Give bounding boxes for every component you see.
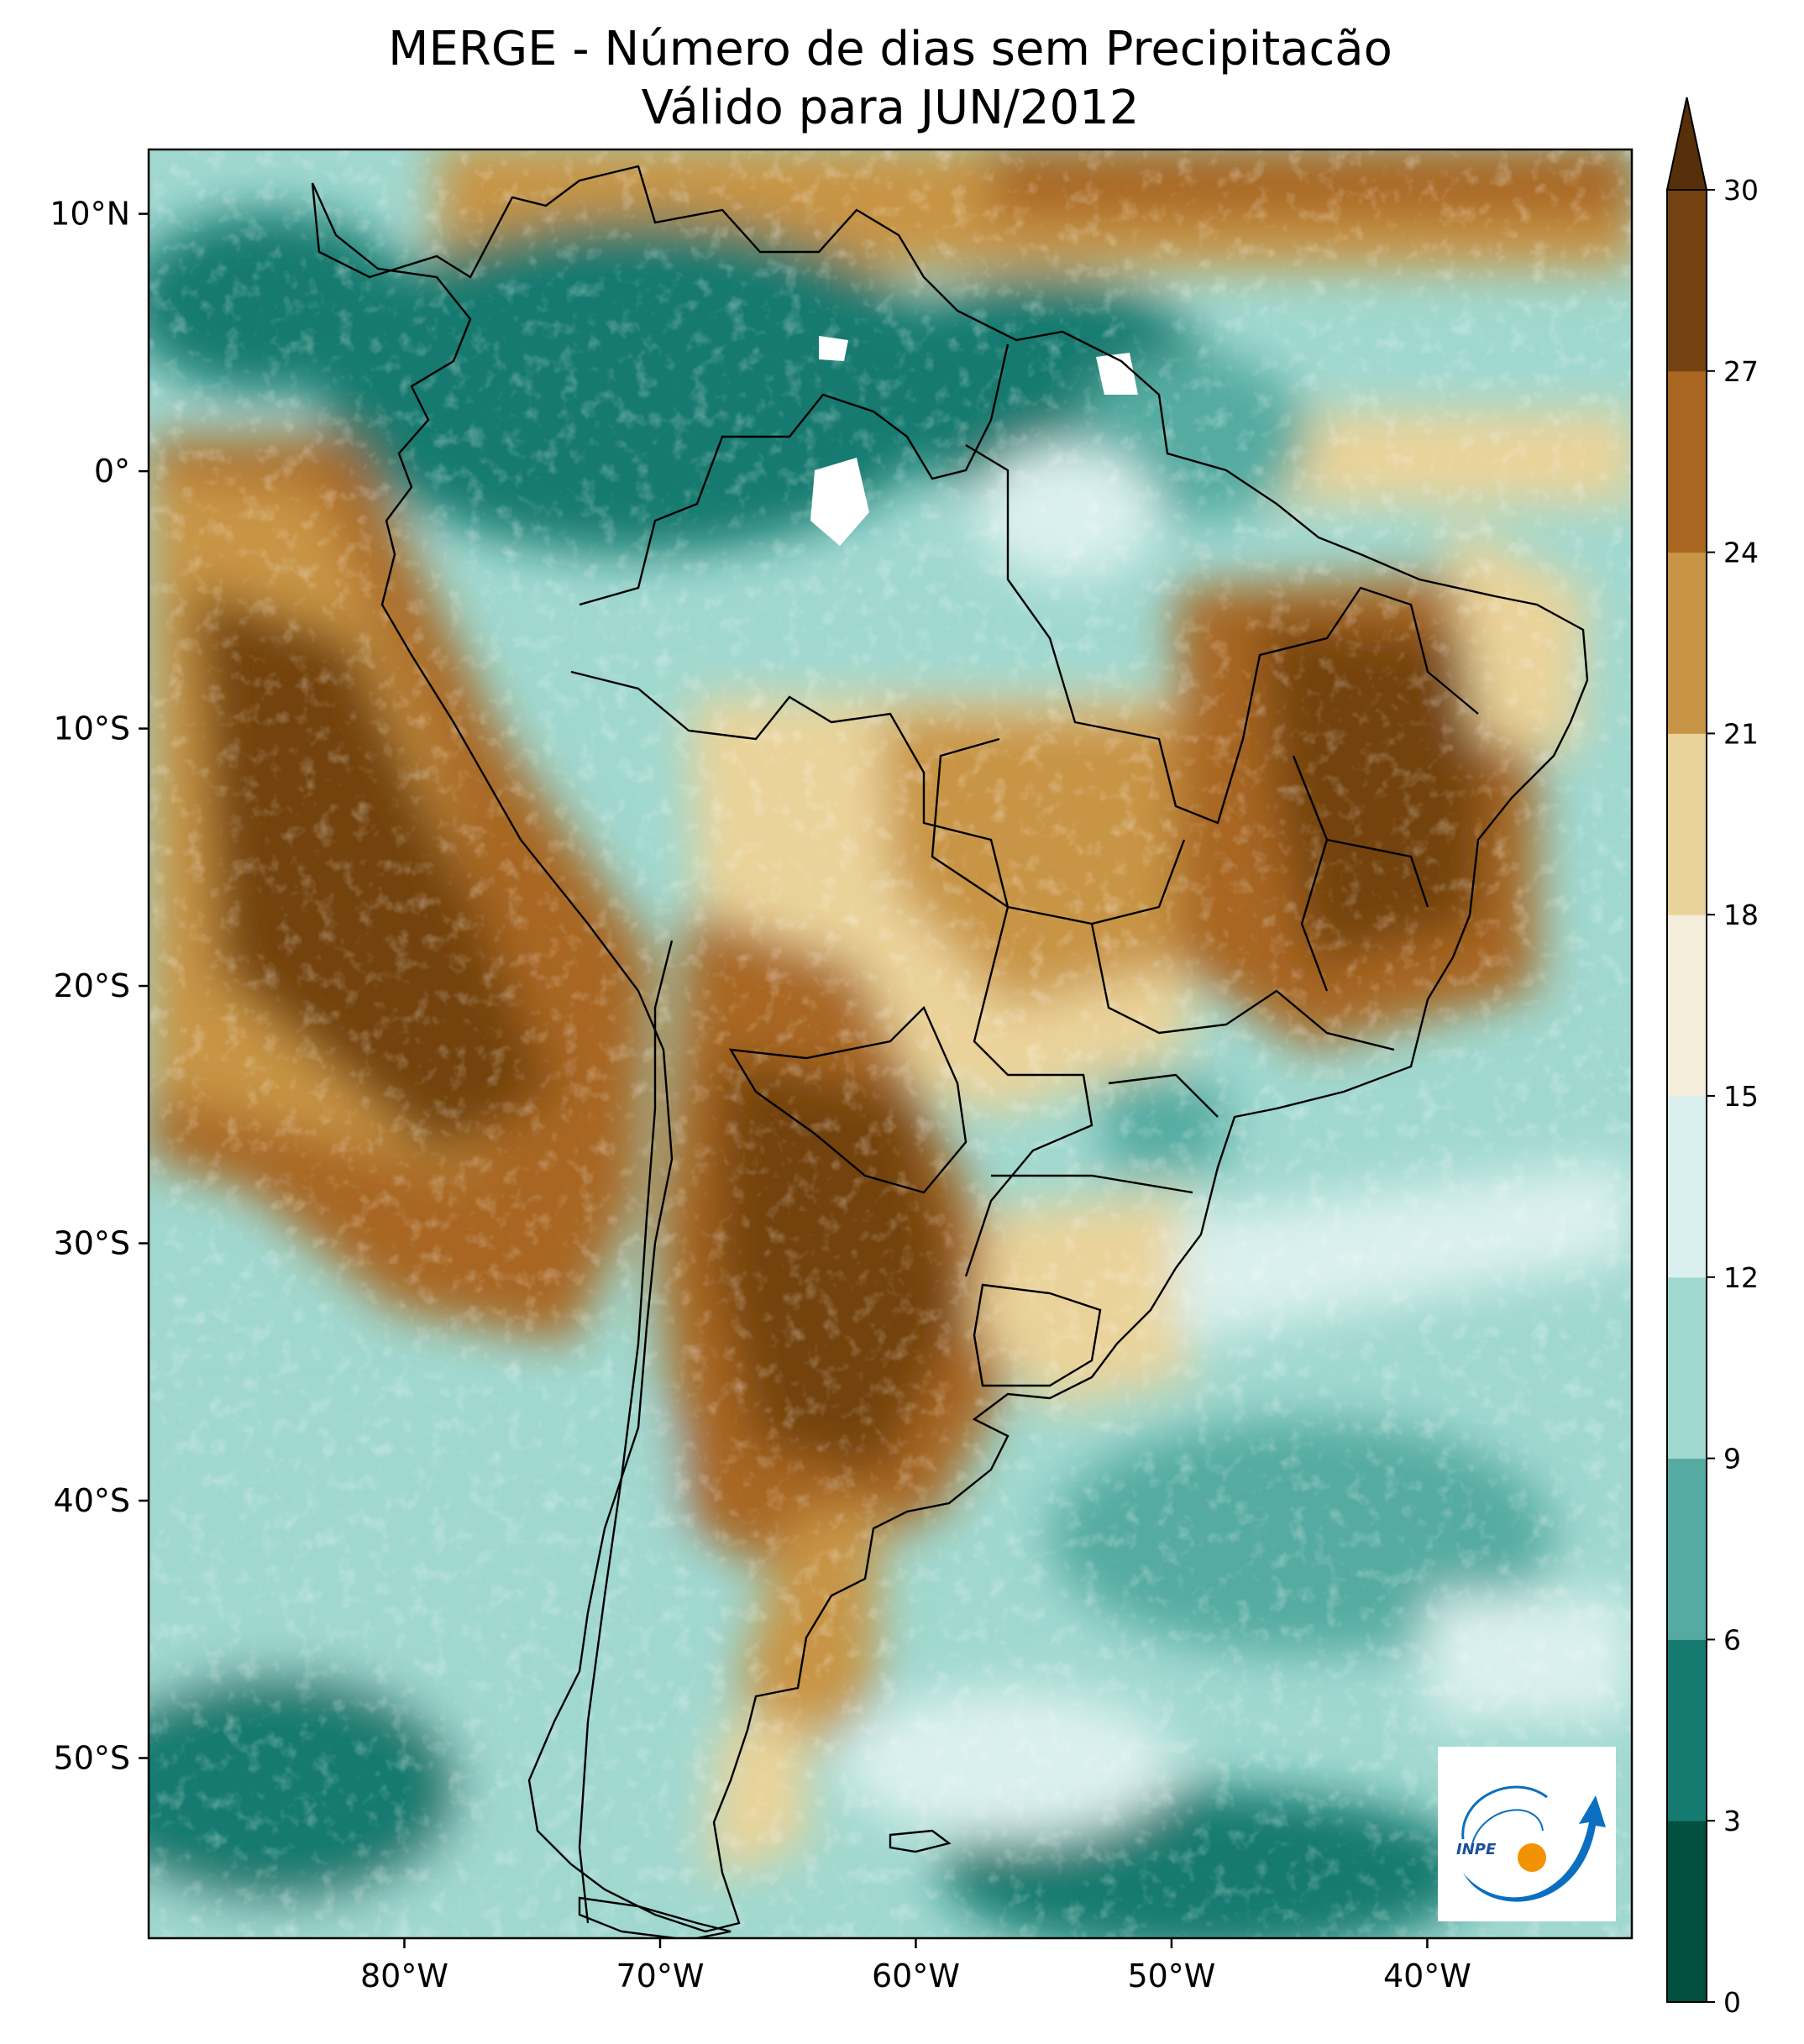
- y-tick-label: 50°S: [54, 1739, 130, 1776]
- uruguay-border: [973, 1283, 1102, 1387]
- colorbar-extend-arrow: [1665, 97, 1708, 191]
- andes-border: [578, 940, 674, 1924]
- colorbar-tick-label: 30: [1723, 174, 1759, 207]
- map-title-line1: MERGE - Número de dias sem Precipitacão: [388, 22, 1392, 76]
- x-tick-label: 40°W: [1383, 1958, 1471, 1994]
- brazil-north-border: [579, 343, 1010, 606]
- x-axis: 80°W 70°W 60°W 50°W 40°W: [360, 1938, 1471, 1994]
- map-frame: [147, 148, 1634, 1940]
- colorbar-tick-label: 9: [1723, 1443, 1741, 1475]
- colorbar-tick-label: 15: [1723, 1080, 1759, 1113]
- colorbar-bin: [1667, 1458, 1707, 1640]
- colorbar-bin: [1667, 915, 1707, 1097]
- colorbar-bin: [1667, 1639, 1707, 1821]
- x-tick-label: 60°W: [872, 1958, 960, 1994]
- colorbar-tick-label: 12: [1723, 1261, 1759, 1294]
- south-america-coastline: [311, 165, 1589, 1933]
- colorbar-bin: [1667, 733, 1707, 915]
- colorbar-bin: [1667, 1821, 1707, 2003]
- brazil-state-borders: [931, 443, 1479, 1194]
- y-tick-label: 40°S: [54, 1482, 130, 1519]
- colorbar-bin: [1667, 552, 1707, 734]
- y-tick-label: 10°S: [54, 710, 130, 747]
- colorbar-tick-label: 0: [1723, 1986, 1741, 2019]
- x-tick-label: 50°W: [1127, 1958, 1215, 1994]
- colorbar-bin: [1667, 1276, 1707, 1460]
- paraguay-border: [728, 1005, 968, 1194]
- colorbar-tick-label: 6: [1723, 1623, 1741, 1656]
- y-axis: 10°N 0° 10°S 20°S 30°S 40°S 50°S: [50, 196, 149, 1776]
- falklands: [889, 1829, 952, 1853]
- coastline-borders: [311, 165, 1589, 1938]
- x-tick-label: 80°W: [360, 1958, 448, 1994]
- y-tick-label: 0°: [94, 453, 130, 490]
- colorbar-tick-label: 18: [1723, 899, 1759, 931]
- colorbar-bin: [1667, 190, 1707, 372]
- inpe-logo: INPE: [1438, 1747, 1616, 1921]
- colorbar-tick-label: 27: [1723, 355, 1759, 388]
- colorbar-tick-label: 21: [1723, 717, 1759, 750]
- colorbar-tick-label: 24: [1723, 537, 1759, 569]
- y-tick-label: 30°S: [54, 1225, 130, 1262]
- inpe-logo-text: INPE: [1456, 1841, 1497, 1858]
- precipitation-field: [149, 149, 1632, 1938]
- colorbar-tick-label: 3: [1723, 1805, 1741, 1837]
- y-tick-label: 10°N: [50, 196, 130, 233]
- inpe-logo-icon: [1461, 1785, 1606, 1902]
- brazil-west-border: [570, 670, 1093, 1277]
- colorbar-bin: [1667, 1096, 1707, 1278]
- y-tick-label: 20°S: [54, 967, 130, 1004]
- colorbar: 0 3 6 9 12 15 18 21 24 27 30: [1665, 97, 1759, 2019]
- colorbar-bin: [1667, 370, 1707, 553]
- map-title-line2: Válido para JUN/2012: [641, 81, 1140, 135]
- x-tick-label: 70°W: [616, 1958, 704, 1994]
